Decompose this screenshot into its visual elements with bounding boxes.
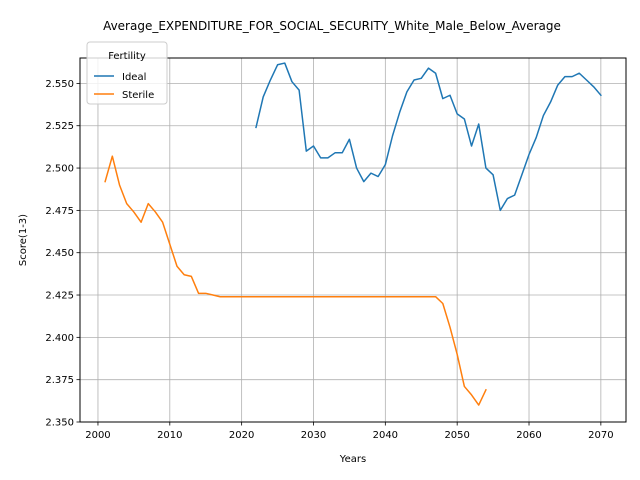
y-axis: 2.350 2.375 2.400 2.425 2.450 2.475 2.500 2.525… bbox=[45, 79, 80, 429]
series-lines bbox=[104, 62, 602, 406]
legend-title: Fertility bbox=[108, 51, 146, 62]
x-axis: 2000 2010 2020 2030 2040 2050 2060 2070 bbox=[85, 422, 614, 441]
grid-lines bbox=[80, 58, 626, 423]
y-tick-label: 2.375 bbox=[45, 375, 74, 386]
y-tick-label: 2.450 bbox=[45, 248, 74, 259]
x-axis-label: Years bbox=[339, 454, 366, 465]
y-tick-label: 2.500 bbox=[45, 164, 74, 175]
plot-frame bbox=[79, 57, 627, 423]
legend-box bbox=[86, 41, 168, 105]
legend: Fertility Ideal Sterile bbox=[86, 41, 168, 105]
x-tick-label: 2050 bbox=[444, 430, 469, 441]
series-line-ideal bbox=[255, 62, 602, 212]
x-tick-label: 2000 bbox=[85, 430, 110, 441]
legend-label-sterile: Sterile bbox=[122, 90, 154, 101]
y-tick-label: 2.350 bbox=[45, 418, 74, 429]
y-axis-label: Score(1-3) bbox=[18, 214, 29, 266]
x-tick-label: 2070 bbox=[588, 430, 613, 441]
x-tick-label: 2010 bbox=[157, 430, 182, 441]
series-line-sterile bbox=[104, 155, 487, 406]
y-tick-label: 2.550 bbox=[45, 79, 74, 90]
x-tick-label: 2040 bbox=[373, 430, 398, 441]
y-tick-label: 2.425 bbox=[45, 291, 74, 302]
x-tick-label: 2030 bbox=[301, 430, 326, 441]
x-tick-label: 2060 bbox=[516, 430, 541, 441]
y-tick-label: 2.400 bbox=[45, 333, 74, 344]
chart-title: Average_EXPENDITURE_FOR_SOCIAL_SECURITY_… bbox=[103, 19, 561, 33]
y-tick-label: 2.475 bbox=[45, 206, 74, 217]
legend-label-ideal: Ideal bbox=[122, 72, 146, 83]
y-tick-label: 2.525 bbox=[45, 121, 74, 132]
x-tick-label: 2020 bbox=[229, 430, 254, 441]
